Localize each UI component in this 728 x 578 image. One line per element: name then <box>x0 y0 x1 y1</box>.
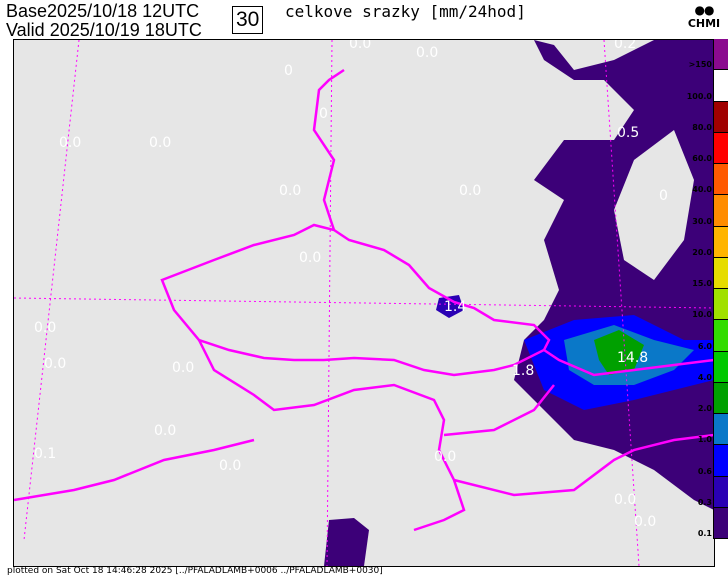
value-label: 0.0 <box>299 250 321 266</box>
precipitation-map: 0.0 0.0 0.2 0 0 0.0 0.0 0.0 0.0 0.5 0.0 1.4 0.0 0.0 0.… <box>13 39 715 567</box>
value-label: 0.0 <box>34 320 56 336</box>
legend-label: 30.0 <box>692 216 712 226</box>
forecast-hour-box: 30 <box>232 6 264 34</box>
legend-label: 80.0 <box>692 122 712 132</box>
value-label: 0.5 <box>617 125 639 141</box>
valid-label: Valid <box>6 20 45 40</box>
value-label: 0.0 <box>149 135 171 151</box>
legend-swatch <box>714 39 728 71</box>
value-label: 0.0 <box>154 423 176 439</box>
border-slovakia <box>543 348 714 377</box>
value-label: 1.8 <box>512 363 534 379</box>
precipitation-areas <box>324 40 714 566</box>
precip-area-east-holes <box>614 130 694 280</box>
legend-swatch <box>714 226 728 258</box>
logo-dots-icon: ●● <box>694 3 715 17</box>
legend-swatch <box>714 382 728 414</box>
legend-label: 0.1 <box>697 529 712 538</box>
legend-swatch <box>714 257 728 289</box>
value-label: 0 <box>284 63 293 79</box>
logo-text: CHMI <box>687 17 721 30</box>
value-label: 0.0 <box>434 449 456 465</box>
valid-time-value: 2025/10/19 18UTC <box>49 20 202 40</box>
value-label: 0.0 <box>459 183 481 199</box>
legend-swatch <box>714 445 728 477</box>
border-south <box>14 438 255 502</box>
border-austria <box>197 339 466 532</box>
chmi-logo: ●● CHMI <box>686 3 722 31</box>
legend-label: >150 <box>688 60 712 70</box>
value-label: 0.0 <box>279 183 301 199</box>
value-label: 0.0 <box>349 39 371 52</box>
legend-swatch <box>714 351 728 383</box>
value-label: 0 <box>319 106 328 122</box>
legend-label: 4.0 <box>697 372 712 382</box>
legend-label: 6.0 <box>697 341 712 351</box>
legend-swatch <box>714 101 728 133</box>
legend-label: 100.0 <box>686 91 712 101</box>
legend-label: 0.6 <box>697 466 712 476</box>
base-label: Base <box>6 1 48 21</box>
grid-lines <box>14 40 714 566</box>
legend-swatch <box>714 476 728 508</box>
color-legend <box>713 39 728 539</box>
border-germany-poland <box>312 68 345 231</box>
value-label: 0 <box>659 188 668 204</box>
legend-swatch <box>714 132 728 164</box>
border-czech <box>160 223 551 377</box>
map-title: celkove srazky [mm/24hod] <box>285 2 526 21</box>
precip-area-green <box>594 330 644 375</box>
value-label: 0.0 <box>219 458 241 474</box>
legend-swatch <box>714 414 728 446</box>
legend-label: 20.0 <box>692 247 712 257</box>
value-label: 0.0 <box>172 360 194 376</box>
legend-label: 2.0 <box>697 404 712 413</box>
plot-footer: plotted on Sat Oct 18 14:46:28 2025 [../… <box>7 566 383 576</box>
legend-label: 1.0 <box>697 435 712 445</box>
legend-swatch <box>714 320 728 352</box>
value-label: 1.4 <box>444 299 466 315</box>
value-label: 0.0 <box>634 514 656 530</box>
legend-label: 60.0 <box>692 154 712 163</box>
legend-swatch <box>714 70 728 102</box>
precip-area-south <box>324 518 369 566</box>
legend-label: 0.3 <box>697 497 712 507</box>
value-label: 0.2 <box>614 39 636 52</box>
value-label: 0.0 <box>416 45 438 61</box>
value-label: 0.0 <box>59 135 81 151</box>
border-hungary <box>443 384 714 497</box>
legend-swatch <box>714 507 728 539</box>
value-labels: 0.0 0.0 0.2 0 0 0.0 0.0 0.0 0.0 0.5 0.0 1.4 0.0 0.0 0.… <box>34 39 668 530</box>
legend-label: 15.0 <box>692 279 712 288</box>
base-time: Base2025/10/18 12UTC <box>6 2 199 21</box>
legend-swatch <box>714 195 728 227</box>
legend-swatch <box>714 289 728 321</box>
legend-label: 40.0 <box>692 185 712 195</box>
base-time-value: 2025/10/18 12UTC <box>47 1 200 21</box>
valid-time: Valid 2025/10/19 18UTC <box>6 21 202 40</box>
legend-label: 10.0 <box>692 310 712 320</box>
value-label: 14.8 <box>617 350 648 366</box>
value-label: 0.0 <box>44 356 66 372</box>
country-borders <box>14 68 714 532</box>
precip-area-spot <box>436 295 464 318</box>
value-label: 0.1 <box>34 446 56 462</box>
value-label: 0.0 <box>614 492 636 508</box>
legend-swatch <box>714 164 728 196</box>
